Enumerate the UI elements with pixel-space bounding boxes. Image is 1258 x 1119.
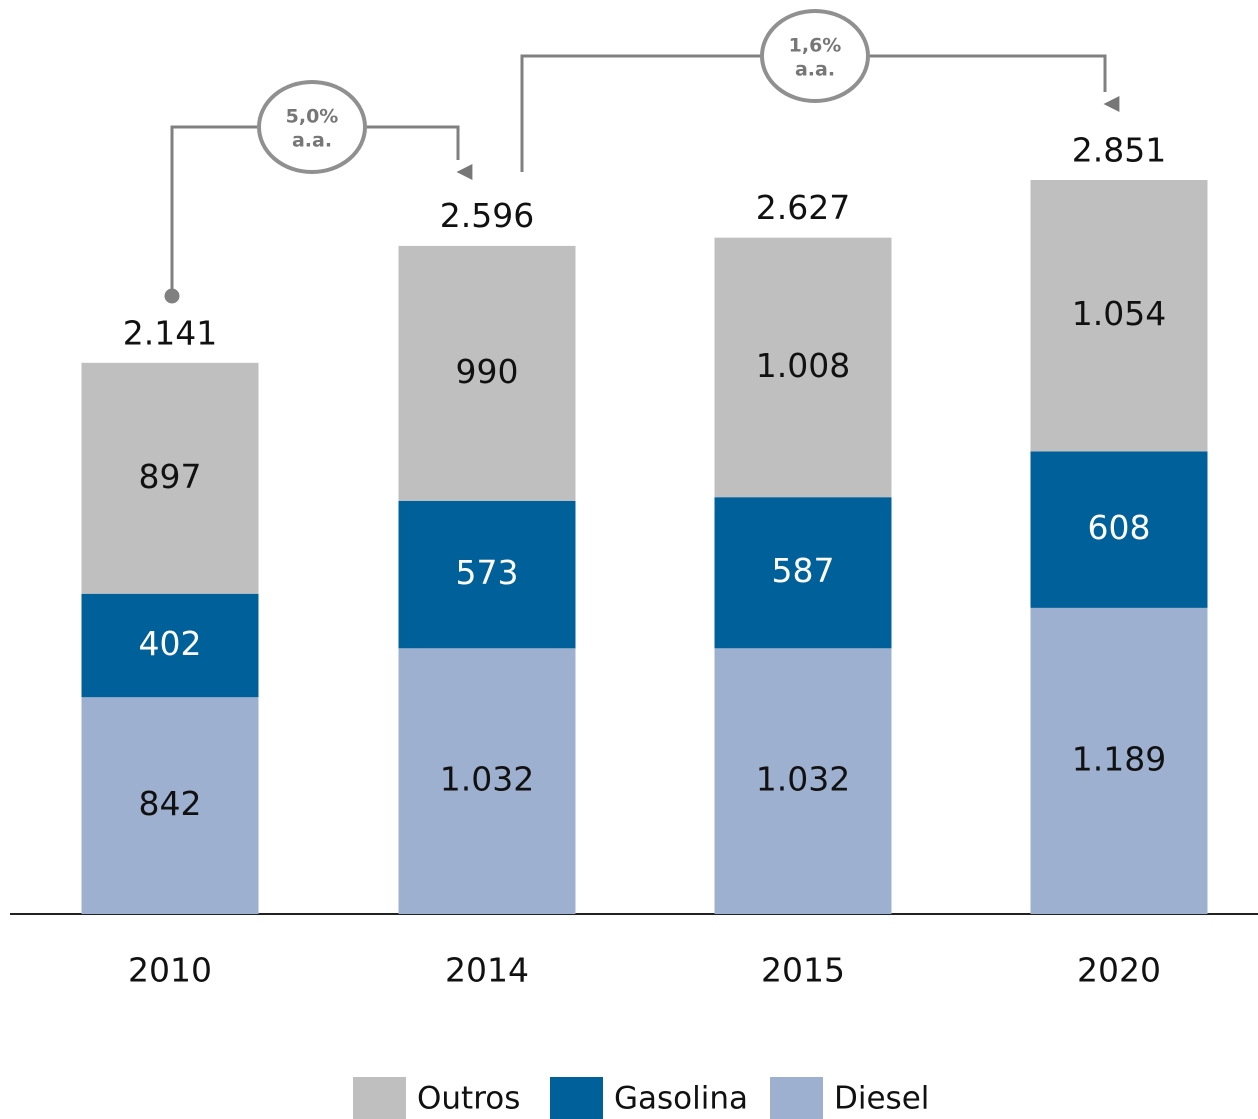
data-label: 573 [456, 553, 519, 592]
data-label: 990 [456, 352, 519, 391]
total-label: 2.141 [123, 313, 217, 352]
bar-segment [714, 237, 892, 498]
annotation-bubble [257, 80, 367, 174]
bar-segment [81, 362, 259, 594]
legend-label: Diesel [834, 1081, 929, 1117]
bar-segment [81, 697, 259, 914]
bar-segment [1030, 451, 1208, 608]
x-tick-label: 2014 [445, 951, 529, 990]
annotation: 1,6% [789, 35, 842, 57]
bar-segment [398, 500, 576, 649]
legend-swatch [770, 1077, 823, 1119]
bar-segment [398, 648, 576, 914]
total-label: 2.627 [756, 188, 850, 227]
bar-segment [714, 648, 892, 914]
data-label: 842 [139, 784, 202, 823]
bar-segment [714, 497, 892, 649]
data-label: 1.032 [756, 760, 850, 799]
data-label: 608 [1088, 508, 1151, 547]
legend-label: Gasolina [614, 1081, 748, 1117]
data-label: 587 [772, 551, 835, 590]
bar-segment [1030, 607, 1208, 914]
growth-connectors [164, 9, 1120, 304]
legend-label: Outros [417, 1081, 520, 1117]
annotation: 5,0% [286, 106, 339, 128]
bar-segment [398, 245, 576, 501]
data-label: 1.189 [1072, 739, 1166, 778]
data-label: 897 [139, 457, 202, 496]
annotation-bubble [760, 9, 870, 103]
data-label: 1.054 [1072, 294, 1166, 333]
annotation: a.a. [292, 130, 332, 152]
total-label: 2.596 [440, 196, 534, 235]
bar-segment [81, 593, 259, 698]
annotation: a.a. [795, 59, 835, 81]
data-label: 402 [139, 624, 202, 663]
x-tick-label: 2015 [761, 951, 845, 990]
legend-swatch [550, 1077, 603, 1119]
data-label: 1.008 [756, 346, 850, 385]
x-tick-label: 2020 [1077, 951, 1161, 990]
x-tick-label: 2010 [128, 951, 212, 990]
bar-segment [1030, 180, 1208, 452]
data-label: 1.032 [440, 760, 534, 799]
total-label: 2.851 [1072, 131, 1166, 170]
legend-swatch [353, 1077, 406, 1119]
